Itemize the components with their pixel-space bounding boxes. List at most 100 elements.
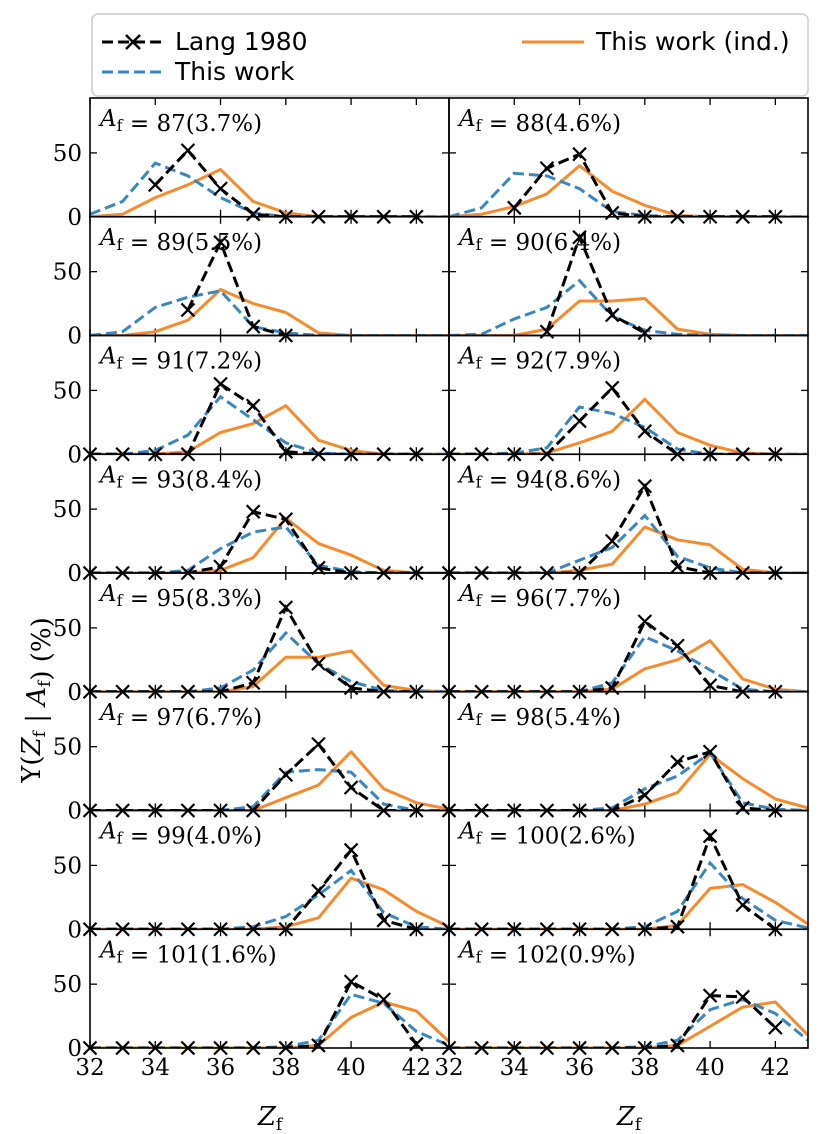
panels: 0 50 Af = 87(3.7%) Af = 88(4.6%) 0 50 Af = 89(… — [53, 97, 809, 1081]
series-lang-1980 — [545, 232, 646, 335]
lang-marker — [604, 380, 620, 396]
x-tick-label: 32 — [434, 1055, 463, 1081]
x-axis-label-left: Zf — [257, 1102, 284, 1134]
panel-label: Af = 101(1.6%) — [98, 937, 277, 968]
series-lang-1980 — [90, 604, 417, 692]
lang-marker — [213, 559, 228, 574]
legend-label-this: This work — [174, 57, 295, 86]
y-tick-label: 50 — [53, 378, 82, 404]
axis-labels: Y(Zf | Af) (%) Zf Zf — [17, 617, 643, 1134]
y-tick-label: 50 — [53, 497, 82, 523]
lang-marker — [343, 974, 359, 989]
lang-marker — [343, 842, 359, 858]
legend-label-lang: Lang 1980 — [175, 27, 308, 56]
series-lang-1980 — [90, 741, 417, 811]
panel-label: Af = 87(3.7%) — [98, 106, 262, 137]
y-tick-label: 50 — [53, 735, 82, 761]
series-this-work — [90, 289, 449, 336]
x-tick-label: 36 — [206, 1055, 235, 1081]
lang-markers — [180, 235, 294, 343]
panel-label: Af = 99(4.0%) — [98, 819, 262, 850]
panel-label: Af = 93(8.4%) — [98, 462, 262, 493]
series-this-work-ind — [90, 168, 449, 217]
series-this-work — [90, 525, 449, 573]
series-lang-1980 — [90, 979, 418, 1048]
y-tick-label: 0 — [67, 917, 82, 943]
lang-markers — [82, 376, 424, 462]
series-this-work — [449, 171, 808, 217]
y-tick-label: 0 — [67, 799, 82, 825]
lang-markers — [82, 504, 424, 581]
lang-marker — [213, 235, 228, 250]
series-this-work-ind — [449, 525, 808, 573]
lang-marker — [245, 319, 261, 334]
lang-marker — [670, 919, 685, 934]
lang-marker — [245, 398, 261, 414]
panel-label: Af = 94(8.6%) — [457, 462, 621, 493]
x-tick-label: 42 — [761, 1055, 790, 1081]
lang-marker — [670, 754, 685, 770]
series-lang-1980 — [449, 994, 777, 1048]
panel-15: 0 50 Af = 101(1.6%) — [53, 928, 450, 1062]
lang-marker — [213, 376, 228, 392]
series-this-work — [449, 860, 808, 930]
y-tick-label: 50 — [53, 616, 82, 642]
panel-16: Af = 102(0.9%) — [441, 928, 809, 1056]
panel-8: Af = 94(8.6%) — [441, 453, 809, 581]
panel-label: Af = 97(6.7%) — [98, 700, 262, 731]
series-this-work — [449, 278, 808, 336]
y-tick-label: 0 — [67, 324, 82, 350]
lang-marker — [376, 913, 392, 928]
panel-series — [90, 509, 449, 573]
series-lang-1980 — [90, 847, 417, 930]
lang-marker — [670, 559, 685, 574]
series-this-work-ind — [449, 639, 808, 692]
series-lang-1980 — [90, 381, 417, 455]
series-this-work-ind — [90, 1000, 449, 1048]
panel-series — [449, 482, 808, 573]
series-this-work-ind — [90, 516, 449, 573]
x-tick-label: 34 — [500, 1055, 529, 1081]
x-tick-label: 38 — [271, 1055, 300, 1081]
panel-series — [449, 152, 808, 217]
panel-series — [90, 381, 449, 455]
lang-marker — [735, 800, 751, 816]
x-tick-label: 34 — [141, 1055, 170, 1081]
legend: Lang 1980 This work This work (ind.) — [91, 13, 809, 97]
panel-label: Af = 88(4.6%) — [457, 106, 621, 137]
lang-marker — [311, 736, 326, 752]
lang-marker — [311, 883, 326, 899]
lang-marker — [180, 143, 196, 158]
lang-marker — [604, 307, 620, 323]
series-this-work-ind — [90, 750, 449, 811]
series-lang-1980 — [449, 832, 777, 930]
panel-5: 0 50 Af = 91(7.2%) — [53, 334, 450, 468]
panel-3: 0 50 Af = 89(5.5%) — [53, 215, 450, 350]
x-tick-label: 40 — [695, 1055, 724, 1081]
panel-label: Af = 91(7.2%) — [98, 344, 262, 375]
lang-marker — [311, 1038, 326, 1053]
y-tick-label: 50 — [53, 853, 82, 879]
lang-markers — [82, 974, 424, 1056]
lang-marker — [245, 675, 261, 691]
panel-label: Af = 100(2.6%) — [457, 819, 636, 850]
panel-12: Af = 98(5.4%) — [441, 690, 809, 818]
series-lang-1980 — [449, 385, 776, 455]
panel-series — [449, 232, 808, 336]
series-lang-1980 — [449, 482, 776, 573]
y-axis-label: Y(Zf | Af) (%) — [17, 617, 57, 783]
y-tick-label: 0 — [67, 205, 82, 231]
panel-9: 0 50 Af = 95(8.3%) — [53, 572, 450, 706]
panel-series — [90, 148, 449, 217]
panel-13: 0 50 Af = 99(4.0%) — [53, 809, 450, 943]
panel-label: Af = 96(7.7%) — [457, 581, 621, 612]
x-tick-label: 38 — [630, 1055, 659, 1081]
panel-label: Af = 90(6.4%) — [457, 225, 621, 256]
lang-marker — [702, 828, 718, 844]
lang-marker — [245, 206, 261, 222]
panel-10: Af = 96(7.7%) — [441, 572, 809, 700]
series-this-work — [449, 405, 808, 455]
series-this-work — [90, 394, 449, 455]
panel-6: Af = 92(7.9%) — [441, 334, 809, 462]
